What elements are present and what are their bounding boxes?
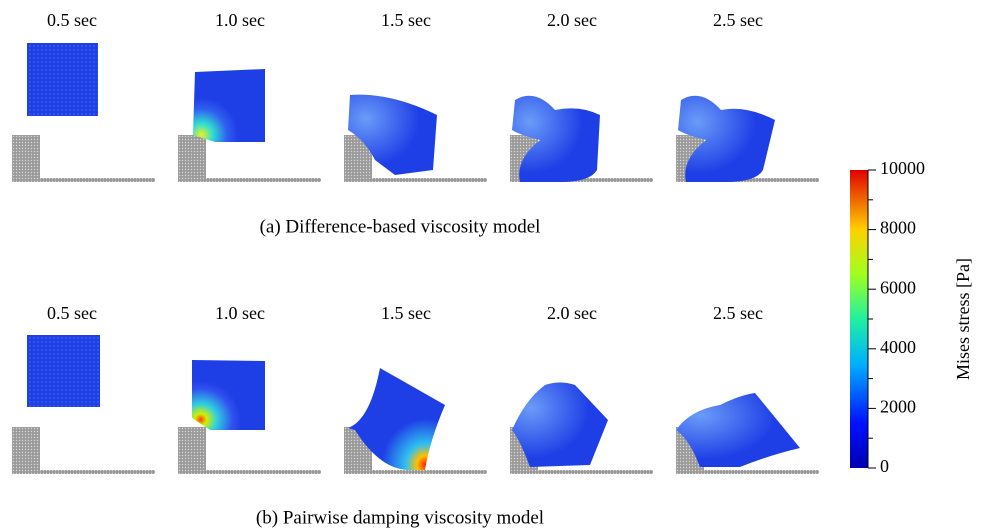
time-label: 0.5 sec [47, 303, 97, 323]
time-label: 0.5 sec [47, 10, 97, 30]
colorbar-axis: 0 2000 4000 6000 8000 10000 [868, 158, 925, 476]
time-label: 1.5 sec [381, 303, 431, 323]
colorbar-tick-label: 0 [880, 456, 889, 476]
colorbar-tick-label: 2000 [880, 397, 916, 417]
time-label: 2.5 sec [713, 303, 763, 323]
time-label: 1.0 sec [215, 303, 265, 323]
figure: 0 2000 4000 6000 8000 10000 Mises stress [Pa]… [0, 0, 987, 530]
colorbar [850, 170, 868, 468]
time-label: 2.5 sec [713, 10, 763, 30]
time-label: 2.0 sec [547, 303, 597, 323]
time-label: 2.0 sec [547, 10, 597, 30]
caption: (b) Pairwise damping viscosity model [256, 507, 544, 528]
caption: (a) Difference-based viscosity model [260, 216, 541, 237]
colorbar-label: Mises stress [Pa] [953, 258, 973, 380]
colorbar-tick-label: 10000 [880, 158, 925, 178]
time-label: 1.0 sec [215, 10, 265, 30]
row-b-panels [12, 335, 819, 474]
row-a-panels [12, 43, 819, 182]
time-label: 1.5 sec [381, 10, 431, 30]
colorbar-tick-label: 6000 [880, 277, 916, 297]
colorbar-tick-label: 8000 [880, 218, 916, 238]
colorbar-tick-label: 4000 [880, 337, 916, 357]
